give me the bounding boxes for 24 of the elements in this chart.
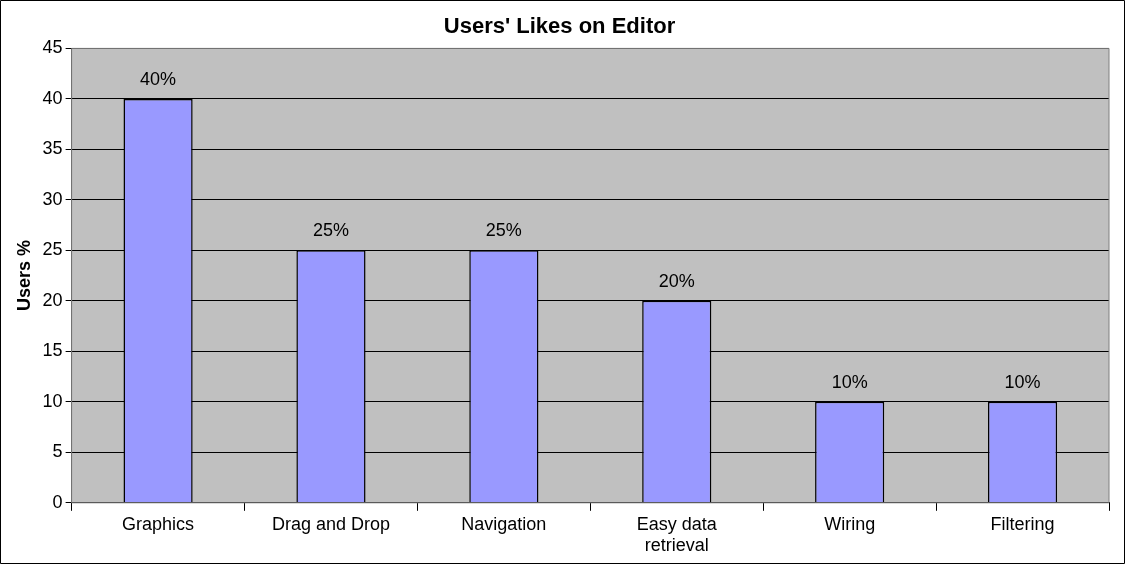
y-tick-label: 25 — [42, 239, 63, 260]
y-tick-label: 30 — [42, 188, 63, 209]
y-tick-label: 10 — [42, 390, 63, 411]
x-tick-label: Drag and Drop — [271, 513, 391, 534]
x-tick-label: Wiring — [824, 513, 876, 534]
y-tick-label: 15 — [42, 340, 63, 361]
chart-title: Users' Likes on Editor — [443, 13, 676, 39]
y-tick-label: 35 — [42, 138, 63, 159]
x-tick-label: Navigation — [461, 513, 547, 534]
y-tick-label: 20 — [42, 289, 63, 310]
y-axis-title: Users % — [13, 240, 34, 312]
data-label: 25% — [312, 220, 349, 241]
y-tick-label: 5 — [52, 441, 63, 462]
data-label: 25% — [485, 220, 522, 241]
x-tick-label: Easy data retrieval — [636, 513, 718, 556]
y-tick-label: 0 — [52, 491, 63, 512]
y-tick-label: 40 — [42, 87, 63, 108]
data-label: 10% — [831, 371, 868, 392]
x-tick-label: Filtering — [990, 513, 1055, 534]
data-label: 10% — [1004, 371, 1041, 392]
data-label: 20% — [658, 270, 695, 291]
x-tick-label: Graphics — [122, 513, 195, 534]
data-label: 40% — [140, 68, 177, 89]
y-tick-label: 45 — [42, 37, 63, 58]
